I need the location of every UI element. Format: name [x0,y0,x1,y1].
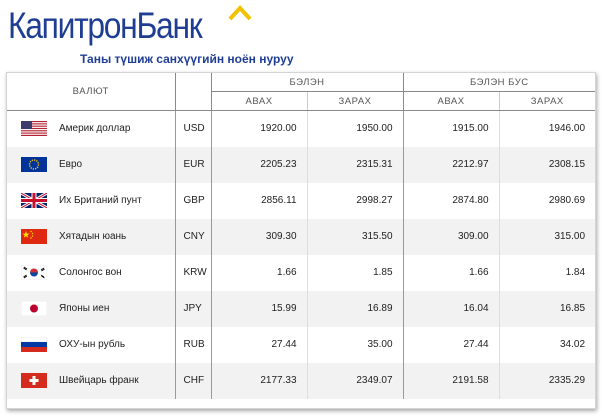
ru-flag-icon [21,337,47,352]
currency-name: Евро [59,146,176,183]
table-row: Евро EUR 2205.23 2315.31 2212.97 2308.15 [7,146,596,183]
currency-name: Швейцарь франк [59,362,176,399]
noncash-sell: 315.00 [554,231,586,242]
cash-sell: 1950.00 [307,110,404,147]
currency-code: JPY [175,290,212,327]
header-currency: ВАЛЮТ [7,73,176,111]
noncash-sell: 2335.29 [548,375,586,386]
cash-sell: 16.89 [307,290,404,327]
header-noncash-buy: АВАХ [403,91,500,111]
noncash-buy: 1.66 [403,254,500,291]
currency-name: Солонгос вон [59,254,176,291]
cash-sell: 1.85 [307,254,404,291]
cn-flag-icon [21,229,47,244]
bank-name-part1: Капитрон [8,5,138,46]
cash-sell: 315.50 [307,218,404,255]
cash-buy: 15.99 [211,290,308,327]
currency-name: Японы иен [59,290,176,327]
cash-sell: 2349.07 [307,362,404,399]
currency-name: Их Британий пунт [59,182,176,219]
cash-buy: 27.44 [211,326,308,363]
currency-code: USD [175,110,212,147]
noncash-sell: 1946.00 [548,123,586,135]
cash-sell: 2315.31 [307,146,404,183]
table-row: Америк доллар USD 1920.00 1950.00 1915.0… [7,110,595,147]
table-row: ОХУ-ын рубль RUB 27.44 35.00 27.44 34.02 [7,326,595,363]
header-cash-sell: ЗАРАХ [307,91,404,111]
noncash-buy: 27.44 [403,326,500,363]
cash-buy: 1920.00 [211,110,308,147]
noncash-sell: 2980.69 [548,195,586,206]
ch-flag-icon [21,373,47,388]
currency-code: CNY [175,218,212,255]
noncash-sell: 2308.15 [548,159,586,170]
table-row: Их Британий пунт GBP 2856.11 2998.27 287… [7,182,595,219]
bank-name: КапитронБанк [8,4,203,48]
currency-name: ОХУ-ын рубль [59,326,176,363]
table-row: Хятадын юань CNY 309.30 315.50 309.00 31… [7,218,596,255]
cash-buy: 2856.11 [211,182,308,219]
table-row: Солонгос вон KRW 1.66 1.85 1.66 1.84 [7,254,595,291]
currency-code: RUB [175,326,212,363]
kr-flag-icon [21,265,47,280]
noncash-buy: 16.04 [403,290,500,327]
header-code [175,73,212,111]
cash-sell: 2998.27 [307,182,404,219]
noncash-buy: 2212.97 [403,146,500,183]
cash-sell: 35.00 [307,326,404,363]
us-flag-icon [21,121,47,137]
cash-buy: 309.30 [211,218,308,255]
cash-buy: 2177.33 [211,362,308,399]
header-cash-buy: АВАХ [211,91,308,111]
currency-code: GBP [175,182,212,219]
currency-name: Америк доллар [59,110,176,147]
header-noncash-sell: ЗАРАХ [499,91,596,111]
eu-flag-icon [21,157,47,172]
currency-code: EUR [175,146,212,183]
currency-name: Хятадын юань [59,218,176,255]
cash-buy: 2205.23 [211,146,308,183]
bank-logo: КапитронБанк Таны түшиж санхүүгийн ноён … [0,0,602,72]
table-row: Японы иен JPY 15.99 16.89 16.04 16.85 [7,290,596,327]
caret-icon [228,5,252,21]
gb-flag-icon [21,193,47,208]
jp-flag-icon [21,301,47,316]
exchange-rate-table: ВАЛЮТ БЭЛЭН БЭЛЭН БУС АВАХ ЗАРАХ АВАХ ЗА… [6,72,596,409]
currency-code: CHF [175,362,212,399]
header-cash: БЭЛЭН [211,73,404,92]
noncash-sell: 16.85 [560,303,586,314]
cash-buy: 1.66 [211,254,308,291]
bank-tagline: Таны түшиж санхүүгийн ноён нуруу [80,52,294,66]
noncash-buy: 2191.58 [403,362,500,399]
currency-code: KRW [175,254,212,291]
noncash-sell: 1.84 [565,267,586,278]
header-noncash: БЭЛЭН БУС [403,73,596,92]
bank-name-part2: Банк [136,5,202,46]
noncash-buy: 2874.80 [403,182,500,219]
noncash-buy: 1915.00 [403,110,500,147]
noncash-sell: 34.02 [560,339,586,350]
noncash-buy: 309.00 [403,218,500,255]
table-row: Швейцарь франк CHF 2177.33 2349.07 2191.… [7,362,596,399]
